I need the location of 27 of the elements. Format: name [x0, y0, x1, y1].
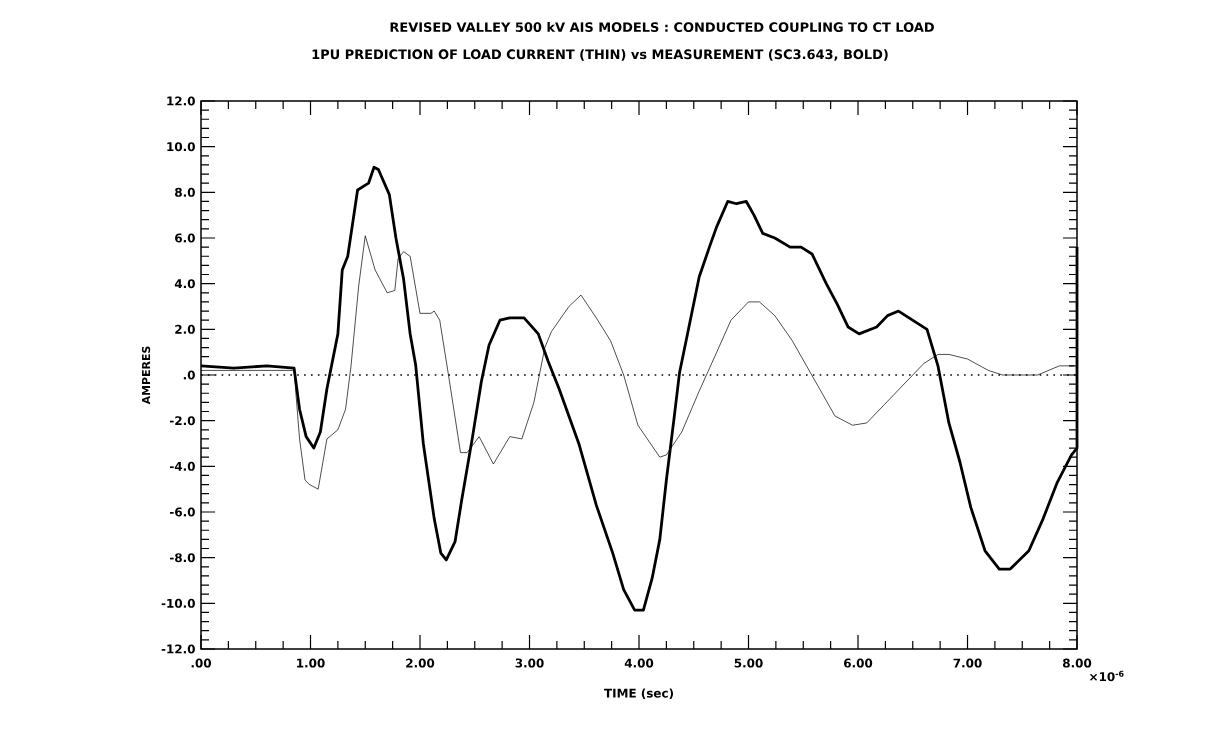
- x-tick-label: .00: [191, 658, 212, 668]
- x-tick-label: 1.00: [297, 658, 325, 668]
- x-axis-title: TIME (sec): [604, 688, 674, 700]
- x-tick-label: 3.00: [515, 658, 544, 668]
- y-tick-label: -12.0: [161, 644, 195, 654]
- x-tick-label: 8.00: [1063, 658, 1092, 668]
- x-tick-label: 4.00: [624, 658, 654, 668]
- y-tick-label: 6.0: [175, 233, 195, 243]
- x-tick-label: 5.00: [734, 658, 763, 668]
- y-tick-label: -4.0: [169, 461, 195, 471]
- y-tick-label: -6.0: [169, 507, 195, 517]
- x-tick-label: 6.00: [844, 658, 873, 668]
- chart-title: REVISED VALLEY 500 kV AIS MODELS : CONDUCTED COUPLING TO CT LOAD: [390, 21, 934, 32]
- y-tick-label: .0: [183, 370, 195, 380]
- y-tick-label: 8.0: [175, 187, 195, 197]
- x-tick-label: 7.00: [953, 658, 982, 668]
- y-tick-label: 12.0: [167, 96, 195, 106]
- y-tick-label: -8.0: [169, 553, 195, 563]
- y-tick-label: 4.0: [174, 279, 195, 289]
- x-tick-label: 2.00: [406, 658, 435, 668]
- y-tick-label: 10.0: [167, 142, 195, 152]
- chart-subtitle: 1PU PREDICTION OF LOAD CURRENT (THIN) vs MEASUREMENT (SC3.643, BOLD): [312, 49, 888, 61]
- y-axis-title: AMPERES: [141, 346, 151, 405]
- y-tick-label: -10.0: [161, 598, 195, 608]
- text: ×10$^{-6}$: [1090, 670, 1124, 682]
- y-tick-label: -2.0: [169, 416, 195, 426]
- y-tick-label: 2.0: [175, 324, 195, 334]
